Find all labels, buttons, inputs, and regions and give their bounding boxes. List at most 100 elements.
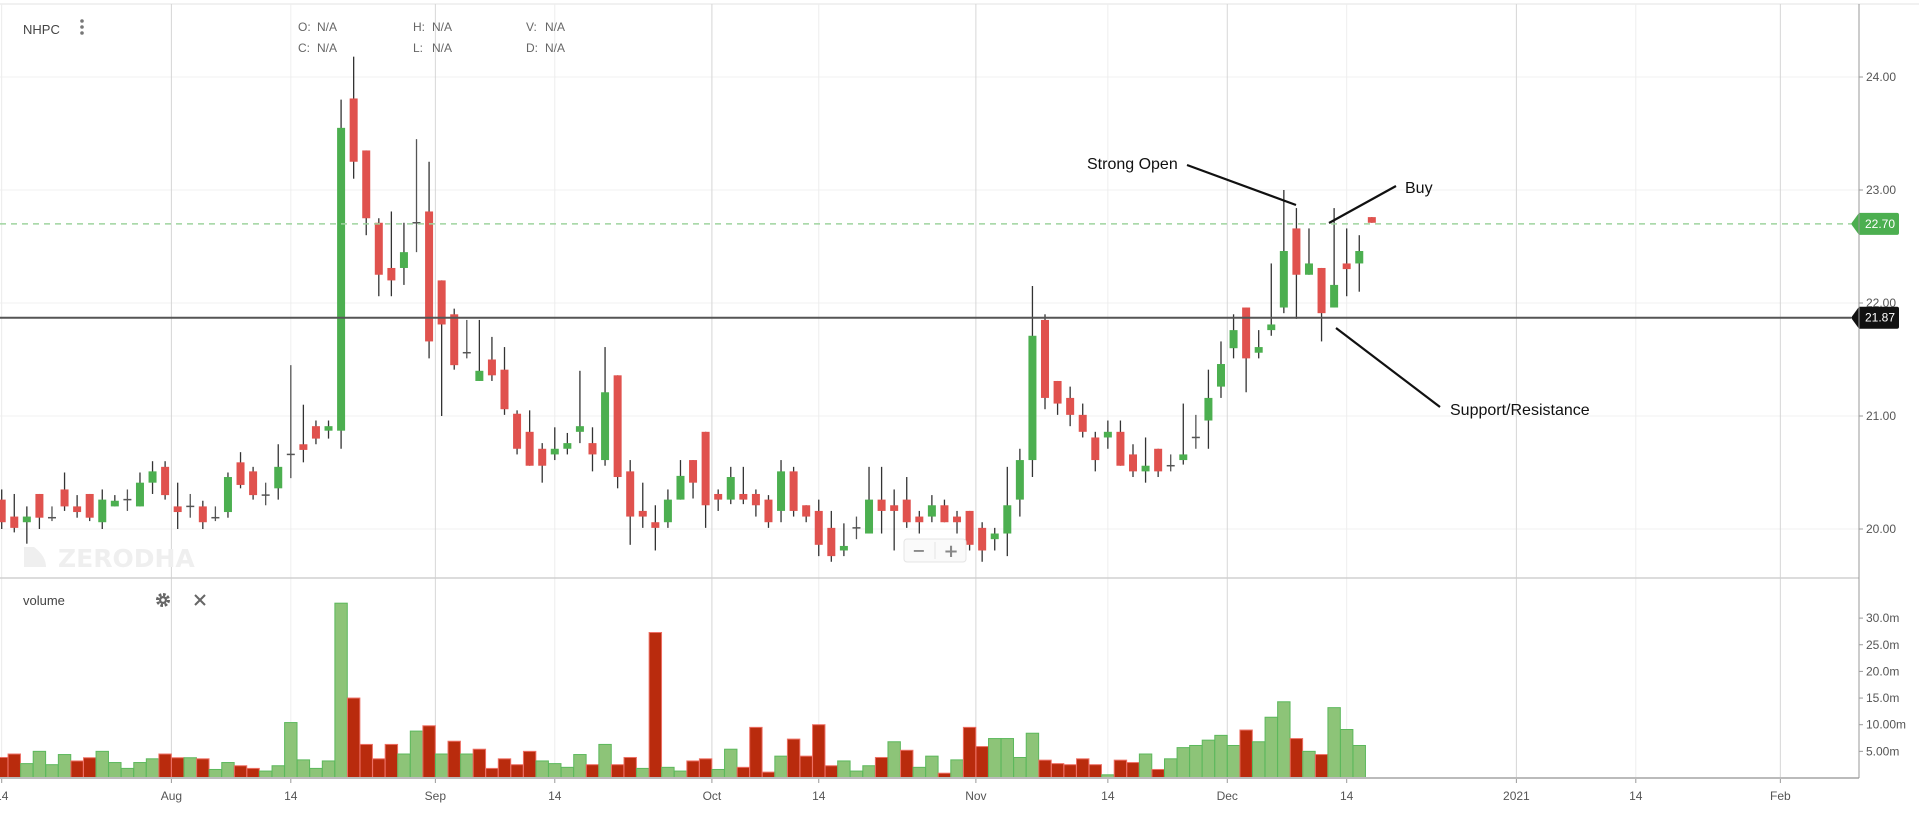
volume-bar [887,741,901,779]
grid [0,3,1919,778]
candle-body [198,506,207,523]
volume-bar [321,760,336,779]
support-line-label: 21.87 [1865,311,1895,325]
candle-body [1216,364,1225,387]
volume-bar [1063,764,1077,779]
volume-bar [1189,744,1203,779]
volume-bar [258,770,273,779]
candle-body [751,493,760,506]
price-lines: 22.70 21.87 [0,212,1899,329]
support-line-tag [1851,306,1899,329]
candle-body [1254,347,1263,353]
volume-bar [535,760,549,779]
volume-bar [925,755,939,779]
candle-body [1304,263,1313,275]
symbol-name[interactable]: NHPC [23,22,60,37]
change-value: N/A [545,41,565,55]
zoom-controls: − + [903,538,967,563]
volume-bar [422,725,436,779]
candle-body [450,314,459,366]
volume-bar [1050,763,1065,779]
candle-body [1078,414,1087,432]
volume-bar [724,748,738,779]
volume-bar [975,746,989,779]
candle-body [161,466,170,496]
volume-bar [849,770,864,779]
zoom-in-button[interactable]: + [935,539,966,562]
candle-body [1179,454,1188,461]
volume-bar [1339,728,1354,779]
candle-body [726,477,735,500]
volume-bar [711,768,725,779]
volume-bar [57,754,72,779]
candle-body [349,98,358,162]
candle-body [739,493,748,500]
candle-body [626,471,635,517]
candle-body [915,516,924,523]
candle-body [978,527,987,551]
volume-bar [384,743,399,779]
volume-bar [799,755,813,779]
candle-body [689,460,698,483]
gear-icon[interactable] [156,593,170,607]
volume-bar [1113,759,1128,779]
candle-body [953,516,962,523]
candle-body [538,448,547,466]
candle-body [563,443,572,449]
volume-bar [862,765,876,779]
time-tick-label: Feb [1770,789,1791,803]
candle-body [802,505,811,517]
candle-body [374,222,383,275]
zoom-out-button[interactable]: − [904,539,935,562]
volume-bar [962,726,977,779]
volume-bar [548,763,562,779]
volume-bar [32,750,47,779]
candle-body [148,471,157,483]
minus-icon[interactable]: − [912,541,925,560]
candle-body [1367,217,1376,223]
volume-bar [661,766,675,779]
candle-body [789,471,798,511]
volume-bar [1138,753,1153,779]
volume-bar [296,759,311,779]
annotation-strong-open: Strong Open [1087,156,1178,173]
volume-bar [434,753,449,779]
menu-dots-icon[interactable] [80,19,84,35]
candle-body [98,499,107,523]
candle-body [60,489,69,507]
candle-body [940,505,949,523]
volume-bar [108,762,122,779]
candle-body [362,150,371,219]
candle-body [601,392,610,461]
volume-bar [1164,758,1178,779]
candle-body [827,527,836,557]
volume-bar [749,726,763,779]
candle-body [1028,335,1037,461]
low-value: N/A [432,41,452,55]
candle-body [638,510,647,517]
volume-bar [447,740,461,779]
volume-bar [900,749,914,779]
candle-body [575,426,584,432]
candle-body [1091,437,1100,461]
volume-bar [522,750,537,779]
plus-icon[interactable]: + [943,541,958,562]
candle-body [877,499,886,511]
candle-body [249,471,258,496]
volume-bar [1025,732,1040,779]
axes: 14 Aug 14 Sep 14 Oct 14 Nov 14 Dec 14 2021 14 Feb 24.0… [0,4,1906,803]
candle-body [839,545,848,551]
candle-body [135,482,144,507]
candle-body [35,493,44,518]
candle-body [764,499,773,523]
volume-bar [196,758,210,779]
candle-body [1141,465,1150,472]
price-tick-label: 22.00 [1866,296,1896,310]
volume-bar [45,764,59,779]
candle-body [475,370,484,381]
candle-body [1129,454,1137,472]
close-icon[interactable] [194,594,206,606]
volume-bar [158,753,172,779]
